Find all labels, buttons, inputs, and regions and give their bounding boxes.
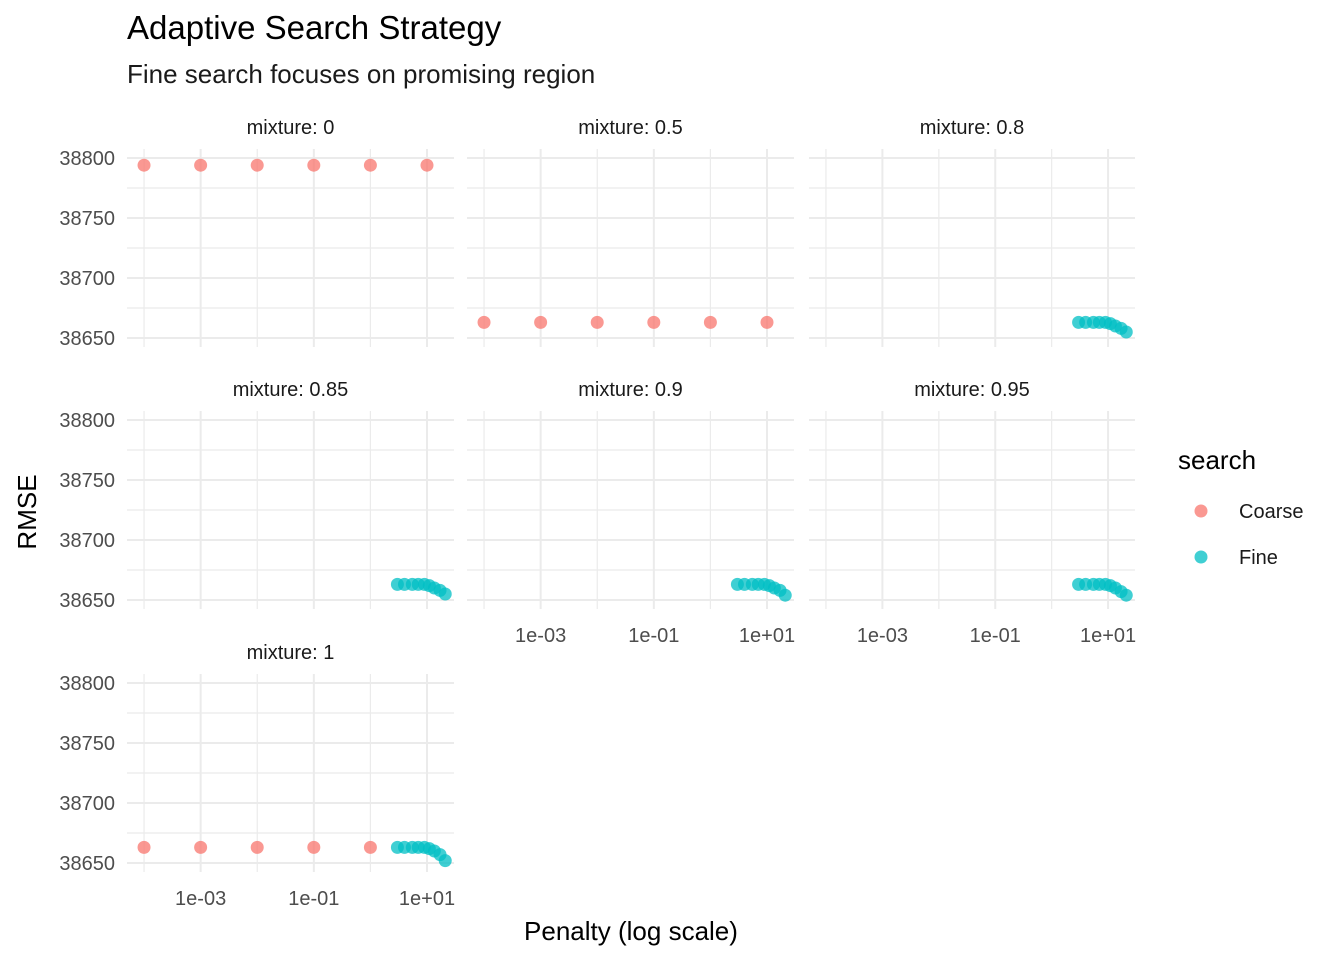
coarse-point	[477, 315, 491, 329]
coarse-point	[420, 158, 434, 172]
chart-title: Adaptive Search Strategy	[127, 9, 502, 46]
x-tick-label: 1e+01	[1080, 625, 1136, 647]
x-tick-label: 1e-01	[970, 625, 1021, 647]
coarse-point	[307, 840, 321, 854]
coarse-point	[137, 158, 151, 172]
y-tick-label: 38700	[59, 530, 115, 552]
y-tick-label: 38800	[59, 673, 115, 695]
facet-strip-label: mixture: 1	[247, 642, 335, 664]
fine-point	[438, 854, 452, 868]
coarse-point	[363, 840, 377, 854]
coarse-point	[647, 315, 661, 329]
x-tick-label: 1e+01	[399, 888, 455, 910]
coarse-point	[760, 315, 774, 329]
coarse-point	[703, 315, 717, 329]
facet-strip-label: mixture: 0	[247, 117, 335, 139]
facet-panel: mixture: 0.85 38650 38700 38750 38800	[59, 379, 454, 612]
y-tick-label: 38650	[59, 590, 115, 612]
x-tick-label: 1e-03	[175, 888, 226, 910]
y-tick-label: 38650	[59, 853, 115, 875]
y-tick-label: 38700	[59, 793, 115, 815]
fine-point	[1119, 588, 1133, 602]
legend: search Coarse Fine	[1178, 445, 1303, 569]
facet-panel: mixture: 0.9 1e-03 1e-01 1e+01	[467, 379, 795, 647]
coarse-point	[250, 840, 264, 854]
y-axis-title: RMSE	[12, 474, 42, 549]
coarse-point	[307, 158, 321, 172]
facet-strip-label: mixture: 0.5	[578, 117, 682, 139]
y-tick-label: 38750	[59, 470, 115, 492]
legend-label: Coarse	[1239, 501, 1303, 523]
y-tick-label: 38800	[59, 148, 115, 170]
coarse-point	[194, 158, 208, 172]
x-tick-label: 1e+01	[739, 625, 795, 647]
facet-strip-label: mixture: 0.95	[914, 379, 1030, 401]
facet-panel: mixture: 0.5	[467, 117, 794, 347]
x-tick-label: 1e-01	[288, 888, 339, 910]
facet-strip-label: mixture: 0.8	[920, 117, 1024, 139]
y-tick-label: 38750	[59, 208, 115, 230]
y-tick-label: 38650	[59, 328, 115, 350]
x-tick-label: 1e-03	[515, 625, 566, 647]
coarse-point	[363, 158, 377, 172]
chart-subtitle: Fine search focuses on promising region	[127, 59, 595, 89]
y-tick-label: 38800	[59, 410, 115, 432]
y-tick-label: 38700	[59, 268, 115, 290]
coarse-point	[194, 840, 208, 854]
x-axis-title: Penalty (log scale)	[524, 916, 738, 946]
facet-strip-label: mixture: 0.9	[578, 379, 682, 401]
facet-panel: mixture: 0 38650 38700 38750 38800	[59, 117, 454, 350]
coarse-point	[534, 315, 548, 329]
legend-key-coarse	[1194, 504, 1208, 518]
y-tick-label: 38750	[59, 733, 115, 755]
legend-key-fine	[1194, 550, 1208, 564]
coarse-point	[137, 840, 151, 854]
coarse-point	[590, 315, 604, 329]
legend-title: search	[1178, 445, 1256, 475]
coarse-point	[250, 158, 264, 172]
facet-strip-label: mixture: 0.85	[233, 379, 349, 401]
facet-panel: mixture: 0.8	[809, 117, 1135, 347]
fine-point	[778, 588, 792, 602]
facet-panel: mixture: 0.95 1e-03 1e-01 1e+01	[809, 379, 1136, 647]
fine-point	[1119, 325, 1133, 339]
fine-point	[438, 587, 452, 601]
legend-label: Fine	[1239, 547, 1278, 569]
x-tick-label: 1e-01	[628, 625, 679, 647]
x-tick-label: 1e-03	[857, 625, 908, 647]
facet-panel: mixture: 1 38650 38700 38750 38800 1e-03 1e-01…	[59, 642, 455, 910]
